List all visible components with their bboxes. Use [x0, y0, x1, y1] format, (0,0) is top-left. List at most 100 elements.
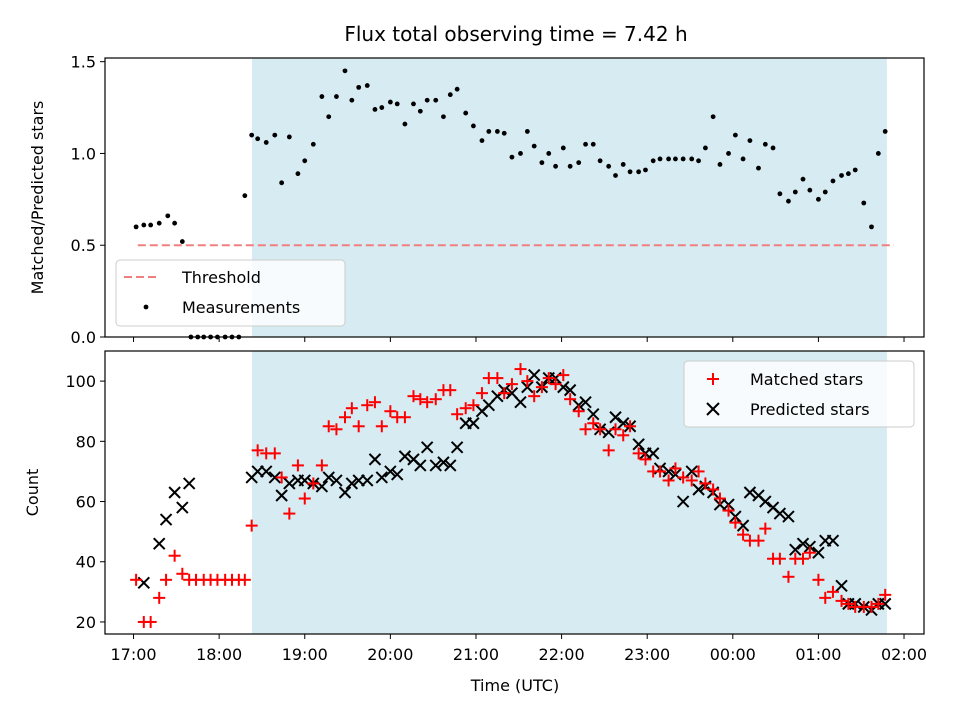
predicted-point: [153, 537, 166, 550]
measurement-point: [816, 196, 821, 202]
predicted-point: [563, 383, 577, 397]
measurement-point: [597, 158, 603, 164]
measurements-series: [133, 68, 888, 340]
matched-point: [275, 471, 288, 484]
bottom-y-axis-label: Count: [23, 469, 42, 517]
measurement-point: [411, 101, 416, 107]
measurement-point: [486, 129, 492, 134]
measurement-point: [387, 99, 393, 105]
predicted-point: [773, 507, 787, 520]
measurement-point: [349, 97, 355, 103]
top-x-ticks: [133, 337, 905, 342]
matched-point: [713, 492, 726, 505]
measurement-point: [364, 83, 370, 88]
matched-point: [421, 396, 434, 409]
matched-point: [669, 462, 682, 475]
measurement-point: [454, 86, 460, 92]
measurement-point: [680, 156, 686, 162]
bottom-y-tick-label: 20: [76, 613, 96, 632]
measurement-point: [342, 68, 348, 74]
matched-point: [368, 396, 381, 409]
measurement-point: [590, 141, 596, 147]
matched-point: [692, 465, 705, 478]
measurement-point: [179, 239, 185, 244]
predicted-point: [361, 474, 374, 487]
matched-point: [662, 474, 675, 487]
measurements-legend-swatch: [143, 304, 149, 310]
bottom-x-tick-label: 18:00: [196, 645, 242, 664]
legend-predicted-label: Predicted stars: [750, 400, 870, 419]
predicted-point: [338, 486, 352, 499]
legend-matched-label: Matched stars: [750, 370, 863, 389]
matched-point: [498, 387, 511, 400]
predicted-point: [368, 453, 382, 466]
matched-point: [459, 402, 472, 415]
bottom-x-tick-label: 19:00: [282, 645, 328, 664]
matched-point: [407, 390, 420, 403]
x-axis-label: Time (UTC): [470, 676, 559, 695]
predicted-point: [168, 486, 181, 499]
predicted-point: [646, 447, 660, 460]
measurement-point: [807, 187, 813, 193]
matched-point: [384, 405, 397, 418]
matched-point: [535, 381, 548, 394]
top-legend-box: [115, 259, 346, 327]
matched-point: [549, 378, 562, 391]
measurement-point: [613, 173, 618, 178]
measurement-point: [583, 141, 588, 147]
measurement-point: [800, 176, 806, 182]
predicted-point: [283, 477, 296, 490]
bottom-x-tick-label: 01:00: [795, 645, 841, 664]
measurement-point: [402, 121, 408, 127]
measurement-point: [553, 163, 558, 169]
matched-point: [283, 507, 296, 520]
measurement-point: [255, 136, 261, 142]
predicted-point: [676, 495, 690, 508]
bottom-y-tick-label: 100: [65, 372, 96, 391]
predicted-point: [759, 495, 772, 508]
measurement-point: [875, 151, 881, 156]
predicted-point: [527, 368, 541, 382]
measurement-point: [852, 167, 858, 173]
matched-point: [722, 504, 735, 517]
matched-point: [654, 465, 667, 478]
matched-point: [826, 585, 839, 598]
chart-title: Flux total observing time = 7.42 h: [344, 22, 687, 46]
matched-point: [245, 519, 258, 532]
matched-point: [707, 483, 720, 496]
measurement-point: [334, 94, 339, 99]
predicted-point: [685, 465, 698, 478]
bottom-x-tick-label: 00:00: [710, 645, 756, 664]
predicted-point: [467, 417, 480, 430]
matched-point: [315, 459, 328, 472]
measurement-point: [417, 108, 423, 114]
predicted-point: [789, 543, 802, 556]
measurement-point: [531, 143, 537, 149]
top-y-tick-label: 0.5: [71, 236, 96, 255]
measurement-point: [524, 129, 530, 134]
predicted-point: [420, 441, 434, 454]
top-y-tick-label: 1.0: [71, 144, 96, 163]
matched-point: [361, 399, 374, 412]
matched-point: [291, 459, 304, 472]
measurement-point: [717, 162, 723, 167]
measurement-point: [242, 193, 248, 199]
measurement-point: [494, 129, 500, 134]
matched-point: [752, 534, 765, 547]
measurement-point: [822, 189, 828, 195]
bottom-axes-frame: [104, 350, 925, 635]
measurement-point: [747, 138, 753, 143]
measurement-point: [379, 105, 385, 110]
matched-point: [176, 567, 189, 580]
measurement-point: [463, 110, 469, 116]
matched-point: [819, 591, 832, 604]
predicted-point: [796, 537, 810, 550]
predicted-point: [450, 441, 464, 454]
measurement-point: [286, 134, 292, 140]
predicted-point: [268, 471, 281, 484]
measurement-point: [657, 156, 663, 162]
measurement-point: [703, 145, 708, 151]
matched-point: [444, 384, 457, 397]
measurement-point: [479, 138, 485, 143]
predicted-point: [176, 501, 189, 514]
